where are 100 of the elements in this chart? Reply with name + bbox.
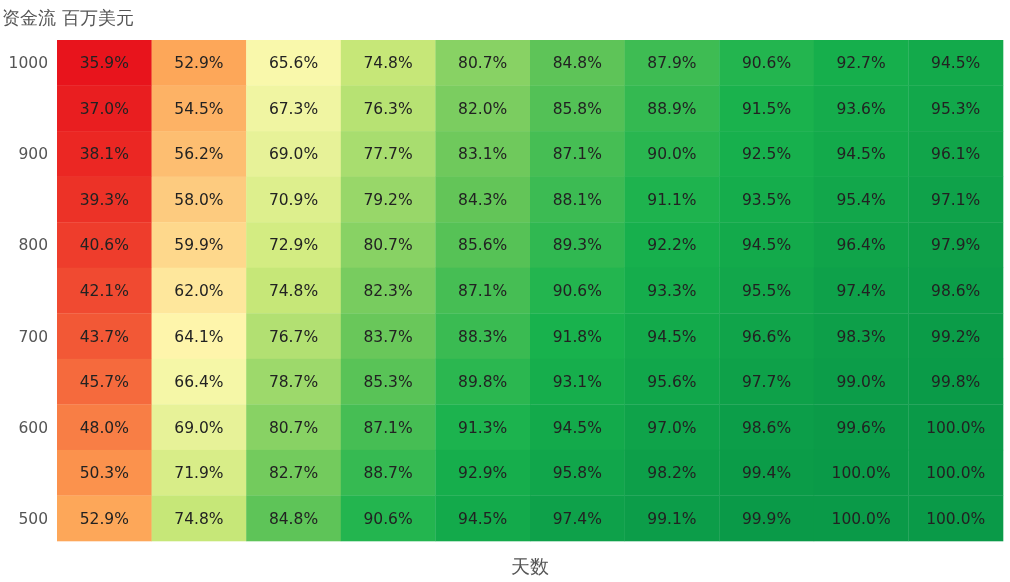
- data-label: 90.6%: [552, 282, 602, 300]
- data-label: 80.7%: [363, 236, 413, 255]
- data-label: 94.5%: [458, 509, 508, 528]
- data-label: 65.6%: [268, 54, 319, 73]
- data-label: 72.9%: [268, 236, 319, 255]
- data-label: 95.3%: [931, 99, 981, 118]
- data-label: 95.8%: [552, 464, 602, 483]
- data-label: 39.3%: [79, 190, 129, 209]
- chart-title: 资金流 百万美元: [2, 7, 134, 28]
- data-label: 40.6%: [79, 236, 129, 255]
- data-label: 100.0%: [926, 418, 986, 437]
- data-label: 97.4%: [552, 509, 602, 528]
- data-label: 88.3%: [458, 327, 508, 346]
- data-label: 89.3%: [552, 236, 602, 255]
- data-label: 82.0%: [458, 99, 508, 118]
- data-label: 90.6%: [741, 54, 792, 73]
- data-label: 97.9%: [931, 236, 981, 255]
- y-tick-label: 500: [18, 509, 48, 528]
- data-label: 84.8%: [552, 54, 602, 73]
- y-tick-label: 800: [18, 236, 48, 255]
- data-label: 82.3%: [363, 282, 413, 300]
- data-label: 88.7%: [363, 464, 413, 483]
- data-label: 94.5%: [931, 54, 981, 73]
- data-label: 93.5%: [741, 190, 792, 209]
- data-label: 83.1%: [458, 145, 508, 164]
- data-label: 58.0%: [174, 190, 224, 209]
- data-label: 74.8%: [268, 282, 319, 300]
- data-label: 91.5%: [741, 99, 792, 118]
- data-label: 87.1%: [363, 418, 413, 437]
- data-label: 99.2%: [931, 327, 981, 346]
- data-label: 88.1%: [552, 190, 602, 209]
- data-label: 100.0%: [926, 509, 986, 528]
- data-label: 78.7%: [268, 373, 319, 392]
- data-label: 98.6%: [741, 418, 792, 437]
- data-label: 96.1%: [931, 145, 981, 164]
- data-label: 66.4%: [174, 373, 224, 392]
- data-label: 99.8%: [931, 373, 981, 392]
- data-label: 89.8%: [458, 373, 508, 392]
- data-label: 84.8%: [268, 509, 319, 528]
- y-tick-label: 700: [18, 327, 48, 346]
- data-label: 100.0%: [831, 509, 891, 528]
- data-label: 35.9%: [79, 54, 129, 73]
- data-label: 76.3%: [363, 99, 413, 118]
- data-label: 94.5%: [552, 418, 602, 437]
- data-label: 85.8%: [552, 99, 602, 118]
- data-label: 38.1%: [79, 145, 129, 164]
- data-label: 97.1%: [931, 190, 981, 209]
- data-label: 91.3%: [458, 418, 508, 437]
- data-label: 90.0%: [647, 145, 697, 164]
- data-label: 95.5%: [741, 282, 792, 300]
- data-label: 42.1%: [79, 282, 129, 300]
- y-tick-label: 900: [18, 145, 48, 164]
- data-label: 97.0%: [647, 418, 697, 437]
- data-label: 69.0%: [268, 145, 319, 164]
- data-label: 85.6%: [458, 236, 508, 255]
- data-label: 67.3%: [268, 99, 319, 118]
- data-label: 82.7%: [268, 464, 319, 483]
- data-label: 93.6%: [836, 99, 886, 118]
- data-label: 52.9%: [174, 54, 224, 73]
- data-label: 87.9%: [647, 54, 697, 73]
- data-label: 99.9%: [741, 509, 792, 528]
- data-label: 37.0%: [79, 99, 129, 118]
- data-label: 52.9%: [79, 509, 129, 528]
- data-label: 91.1%: [647, 190, 697, 209]
- y-tick-label: 600: [18, 418, 48, 437]
- data-label: 90.6%: [363, 509, 413, 528]
- data-label: 79.2%: [363, 190, 413, 209]
- data-label: 99.1%: [647, 509, 697, 528]
- data-label: 92.9%: [458, 464, 508, 483]
- data-label: 71.9%: [174, 464, 224, 483]
- data-label: 74.8%: [174, 509, 224, 528]
- data-label: 98.3%: [836, 327, 886, 346]
- data-label: 98.2%: [647, 464, 697, 483]
- data-label: 100.0%: [926, 464, 986, 483]
- data-label: 92.5%: [741, 145, 792, 164]
- data-label: 97.7%: [741, 373, 792, 392]
- data-label: 96.6%: [741, 327, 792, 346]
- data-label: 99.4%: [741, 464, 792, 483]
- data-label: 92.2%: [647, 236, 697, 255]
- data-label: 94.5%: [836, 145, 886, 164]
- data-label: 50.3%: [79, 464, 129, 483]
- data-label: 94.5%: [647, 327, 697, 346]
- data-label: 84.3%: [458, 190, 508, 209]
- x-axis-title: 天数: [511, 555, 549, 577]
- data-label: 100.0%: [831, 464, 891, 483]
- data-label: 70.9%: [268, 190, 319, 209]
- data-label: 88.9%: [647, 99, 697, 118]
- data-label: 80.7%: [268, 418, 319, 437]
- data-label: 87.1%: [552, 145, 602, 164]
- data-label: 76.7%: [268, 327, 319, 346]
- data-label: 48.0%: [79, 418, 129, 437]
- data-label: 45.7%: [79, 373, 129, 392]
- data-label: 74.8%: [363, 54, 413, 73]
- data-label: 69.0%: [174, 418, 224, 437]
- data-label: 62.0%: [174, 282, 224, 300]
- data-label: 59.9%: [174, 236, 224, 255]
- data-label: 92.7%: [836, 54, 886, 73]
- data-label: 43.7%: [79, 327, 129, 346]
- data-label: 95.6%: [647, 373, 697, 392]
- data-label: 64.1%: [174, 327, 224, 346]
